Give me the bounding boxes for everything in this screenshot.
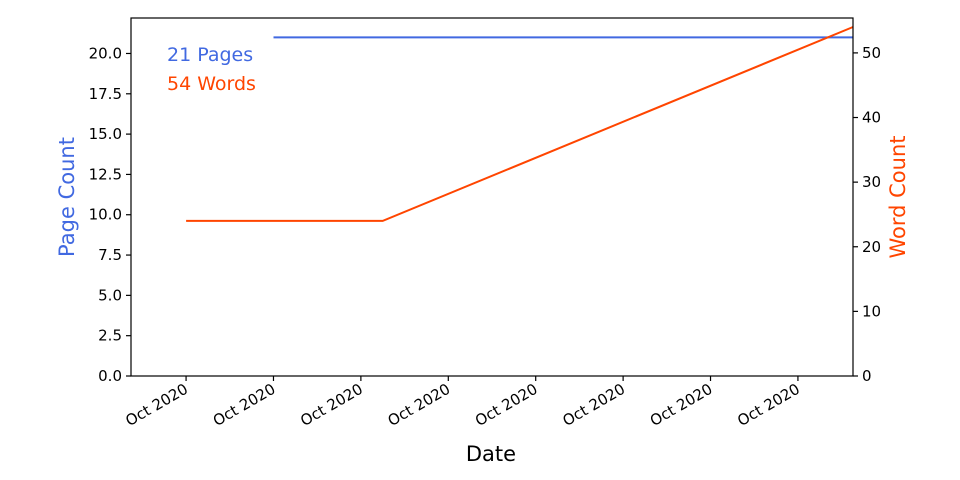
left-y-axis-title: Page Count: [55, 137, 79, 257]
left-y-tick-label: 17.5: [89, 85, 122, 103]
right-y-tick-label: 40: [862, 109, 881, 127]
x-tick-label: Oct 2020: [472, 380, 541, 430]
x-tick-label: Oct 2020: [297, 380, 366, 430]
plot-frame: [130, 17, 854, 377]
x-tick-label: Oct 2020: [647, 380, 716, 430]
left-y-tick-label: 12.5: [89, 165, 122, 183]
right-y-tick-label: 10: [862, 302, 881, 320]
x-tick-label: Oct 2020: [122, 380, 191, 430]
left-y-axis: 0.0 2.5 5.0 7.5 10.0 12.5 15.0 17.5 20.0: [89, 44, 131, 385]
left-y-tick-label: 5.0: [98, 286, 122, 304]
right-y-tick-label: 50: [862, 44, 881, 62]
x-tick-label: Oct 2020: [559, 380, 628, 430]
left-y-tick-label: 20.0: [89, 44, 122, 62]
pages-annotation: 21 Pages: [167, 44, 253, 66]
series-line-1: [186, 26, 854, 222]
right-y-axis-title: Word Count: [886, 135, 910, 258]
left-y-tick-label: 0.0: [98, 367, 122, 385]
left-y-tick-label: 15.0: [89, 125, 122, 143]
left-y-tick-label: 2.5: [98, 327, 122, 345]
x-tick-label: Oct 2020: [734, 380, 803, 430]
left-y-tick-label: 7.5: [98, 246, 122, 264]
plot-area: [130, 17, 854, 377]
words-annotation: 54 Words: [167, 73, 256, 95]
left-y-tick-label: 10.0: [89, 206, 122, 224]
right-y-tick-label: 20: [862, 238, 881, 256]
right-y-tick-label: 30: [862, 173, 881, 191]
x-tick-label: Oct 2020: [210, 380, 279, 430]
right-y-tick-label: 0: [862, 367, 872, 385]
right-y-axis: 0 10 20 30 40 50: [853, 44, 881, 385]
x-axis-title: Date: [466, 442, 516, 466]
x-axis: Oct 2020 Oct 2020 Oct 2020 Oct 2020 Oct 2020…: [122, 376, 803, 430]
x-tick-label: Oct 2020: [385, 380, 454, 430]
